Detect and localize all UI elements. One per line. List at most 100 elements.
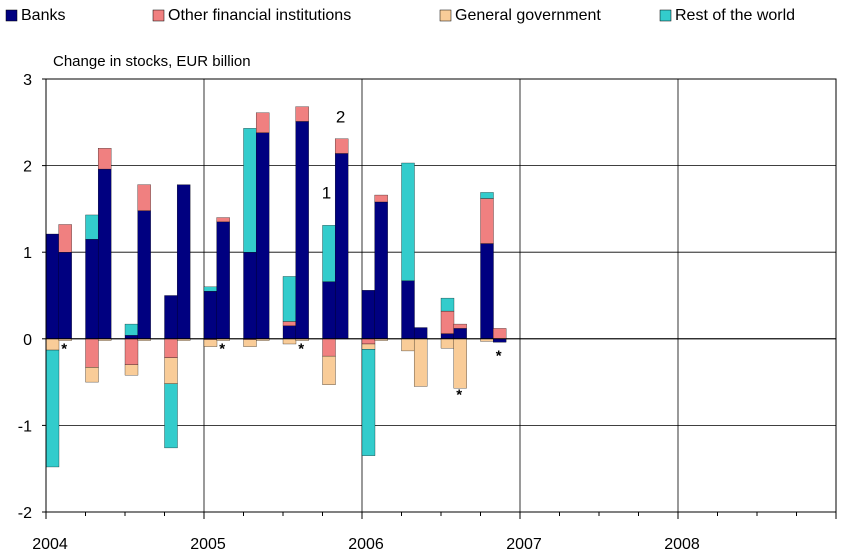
y-tick-label: 1 xyxy=(23,245,32,262)
legend-swatch-general-government xyxy=(439,9,452,22)
bar-segment xyxy=(282,325,297,339)
bar-segment xyxy=(255,132,270,339)
y-tick-label: -2 xyxy=(18,505,32,522)
annotations: * * * 1 2 * * xyxy=(61,107,502,403)
legend-item-general-government: General government xyxy=(439,7,601,24)
legend-swatch-rest-of-the-world xyxy=(659,9,672,22)
bar-segment xyxy=(164,383,178,449)
bar-segment xyxy=(440,338,455,349)
bar-segment xyxy=(176,184,191,339)
legend-item-rest-of-the-world: Rest of the world xyxy=(659,7,795,24)
bar-segment xyxy=(85,367,99,383)
bar-segment xyxy=(453,328,467,339)
bar-segment xyxy=(492,338,507,343)
bar-segment xyxy=(401,280,415,339)
y-tick-label: 0 xyxy=(23,332,32,349)
legend-swatch-banks xyxy=(5,9,18,22)
bar-segment xyxy=(334,153,349,339)
bar-segment xyxy=(45,233,60,339)
y-tick-label: 2 xyxy=(23,159,32,176)
bar-segment xyxy=(374,201,388,339)
bar-segment xyxy=(401,162,415,281)
bar-segment xyxy=(413,338,428,387)
bar-segment xyxy=(282,321,297,326)
bar-segment xyxy=(203,291,218,339)
x-tick-label: 2006 xyxy=(348,536,384,553)
annotation: 2 xyxy=(336,107,345,126)
bar-segment xyxy=(85,214,99,240)
bar-segment xyxy=(45,349,60,468)
bar-segment xyxy=(295,121,309,339)
bar-segment xyxy=(295,106,309,122)
bar-segment xyxy=(164,357,178,384)
bar-segment xyxy=(401,338,415,352)
legend-item-other-financial-institutions: Other financial institutions xyxy=(152,7,351,24)
bar-segment xyxy=(85,338,99,368)
bar-segment xyxy=(440,333,455,339)
bar-segment xyxy=(137,184,151,211)
bar-segment xyxy=(413,327,428,339)
bar-segment xyxy=(255,112,270,133)
bar-segment xyxy=(322,281,336,339)
bar-segment xyxy=(361,338,376,345)
bar-segment xyxy=(124,335,139,339)
legend-label-other-financial-institutions: Other financial institutions xyxy=(168,7,351,24)
bar-segment xyxy=(243,339,257,347)
bar-segment xyxy=(203,339,218,347)
bar-segment xyxy=(374,194,388,203)
bar-segment xyxy=(58,252,72,339)
legend: Banks Other financial institutions Gener… xyxy=(5,7,795,24)
bar-segment xyxy=(124,323,139,336)
x-tick-label: 2008 xyxy=(664,536,700,553)
bar-segment xyxy=(334,138,349,154)
bar-segment xyxy=(45,338,60,351)
bar-segment xyxy=(58,224,72,253)
bar-segment xyxy=(322,225,336,282)
bar-segment xyxy=(322,338,336,357)
bar-segment xyxy=(97,168,112,339)
bar-segment xyxy=(361,349,376,456)
bar-segment xyxy=(243,252,257,339)
x-tick-label: 2005 xyxy=(190,536,226,553)
legend-label-general-government: General government xyxy=(455,7,601,24)
legend-swatch-other-financial-institutions xyxy=(152,9,165,22)
bar-segment xyxy=(216,217,230,223)
annotation: * xyxy=(298,341,304,358)
bar-segment xyxy=(492,328,507,339)
chart-title: Change in stocks, EUR billion xyxy=(53,53,251,70)
y-tick-label: -1 xyxy=(18,418,32,435)
bar-segment xyxy=(361,290,376,339)
bar-segment xyxy=(322,355,336,385)
bar-segment xyxy=(203,286,218,292)
bar-segment xyxy=(480,198,494,244)
bar-segment xyxy=(216,221,230,339)
bar-segment xyxy=(480,243,494,339)
annotation: 1 xyxy=(322,184,331,203)
annotation: * xyxy=(61,341,67,358)
bar-segment xyxy=(282,338,297,345)
axes: -2 -1 0 1 2 3 2004 2005 2006 2007 2008 xyxy=(18,72,837,553)
bar-segment xyxy=(164,295,178,339)
bar-segment xyxy=(85,239,99,339)
bar-segment xyxy=(361,343,376,350)
bar-segment xyxy=(164,338,178,359)
bar-segment xyxy=(440,310,455,334)
x-tick-label: 2004 xyxy=(32,536,68,553)
legend-label-rest-of-the-world: Rest of the world xyxy=(675,7,795,24)
bar-segment xyxy=(440,297,455,312)
x-tick-label: 2007 xyxy=(506,536,542,553)
bar-segment xyxy=(453,338,467,389)
bar-segment xyxy=(282,276,297,322)
annotation: * xyxy=(496,347,502,364)
bar-segment xyxy=(124,338,139,365)
bars xyxy=(45,106,507,468)
bar-segment xyxy=(453,323,467,329)
bar-segment xyxy=(243,128,257,253)
annotation: * xyxy=(456,386,462,403)
bar-segment xyxy=(124,364,139,376)
bar-segment xyxy=(137,210,151,339)
bar-segment xyxy=(97,148,112,170)
legend-label-banks: Banks xyxy=(21,7,65,24)
legend-item-banks: Banks xyxy=(5,7,65,24)
